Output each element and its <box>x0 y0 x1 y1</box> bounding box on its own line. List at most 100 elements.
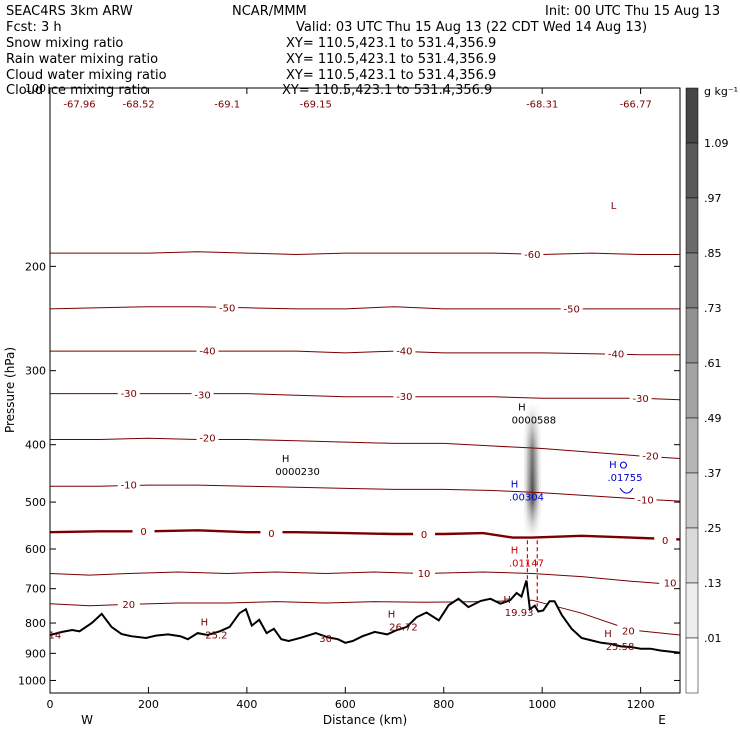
contour-label: 0 <box>421 530 427 541</box>
colorbar-swatch <box>685 197 699 254</box>
colorbar-label: .49 <box>704 412 722 425</box>
x-tick-label: 400 <box>236 698 257 711</box>
rain-water-max-value: .01147 <box>509 559 544 570</box>
temperature-contour-m60 <box>50 251 680 256</box>
contour-label-bg <box>560 301 583 314</box>
center-label: NCAR/MMM <box>232 4 307 19</box>
contour-label: 0 <box>662 536 668 547</box>
colorbar-swatch <box>685 472 699 529</box>
contour-label: -50 <box>219 303 235 314</box>
contour-annotation: 30 <box>319 634 332 645</box>
snow-max-value: 0000230 <box>275 467 320 478</box>
y-tick-label: 800 <box>25 617 46 630</box>
contour-label-bg <box>605 346 628 359</box>
contour-label-bg <box>654 533 677 546</box>
y-tick-label: 500 <box>25 496 46 509</box>
terrain-fill <box>50 580 680 693</box>
legend-field-cloud-ice: Cloud ice mixing ratio <box>6 83 148 98</box>
colorbar-unit: g kg⁻¹ <box>704 85 738 98</box>
legend-xy-rain: XY= 110.5,423.1 to 531.4,356.9 <box>286 52 496 67</box>
contour-label: -30 <box>194 391 210 402</box>
contour-label: -20 <box>642 452 658 463</box>
contour-label: -30 <box>121 389 137 400</box>
model-title: SEAC4RS 3km ARW <box>6 4 133 19</box>
contour-label: -20 <box>199 434 215 445</box>
rain-water-max-h: H <box>511 546 519 557</box>
cloud-water-max-value: .01755 <box>607 473 642 484</box>
temperature-max-h: H <box>604 629 612 640</box>
colorbar: g kg⁻¹ 1.09 .97 .85 .73 .61 .49 .37 .25 .13 .01 <box>685 85 738 694</box>
top-value-label: -67.96 <box>63 99 95 110</box>
contour-label: -40 <box>396 347 412 358</box>
temperature-max-h: H <box>503 595 511 606</box>
colorbar-label: .73 <box>704 302 722 315</box>
contour-label-bg <box>196 431 219 444</box>
temperature-contour-m10 <box>50 484 680 502</box>
colorbar-label: .01 <box>704 632 722 645</box>
legend-xy-cloud-ice: XY= 110.5,423.1 to 531.4,356.9 <box>282 83 492 98</box>
top-value-bg <box>121 97 156 110</box>
contour-label: -50 <box>564 304 580 315</box>
temperature-max-value: 25.58 <box>606 642 635 653</box>
top-value-bg <box>618 97 653 110</box>
contour-annotation: 14 <box>49 631 62 642</box>
colorbar-label: .97 <box>704 192 722 205</box>
temperature-contour-m30 <box>50 393 680 401</box>
valid-time: Valid: 03 UTC Thu 15 Aug 13 (22 CDT Wed … <box>296 20 647 35</box>
contour-label-bg <box>634 493 657 506</box>
contour-label: -40 <box>608 349 624 360</box>
top-value-label: -68.31 <box>526 99 558 110</box>
contour-label-bg <box>216 300 239 313</box>
contour-label: -30 <box>632 394 648 405</box>
y-tick-label: 600 <box>25 543 46 556</box>
temperature-max-h: H <box>388 610 396 621</box>
temperature-max-value: 19.93 <box>505 608 534 619</box>
contour-label: -10 <box>637 496 653 507</box>
top-value-bg <box>210 97 245 110</box>
terrain-line <box>50 580 680 654</box>
legend-xy-snow: XY= 110.5,423.1 to 531.4,356.9 <box>286 36 496 51</box>
contour-label-bg <box>639 449 662 462</box>
legend-xy-cloud-water: XY= 110.5,423.1 to 531.4,356.9 <box>286 68 496 83</box>
legend-field-cloud-water: Cloud water mixing ratio <box>6 68 167 83</box>
y-tick-label: 700 <box>25 583 46 596</box>
contour-label: 10 <box>664 579 677 590</box>
contour-label: 10 <box>418 569 431 580</box>
temperature-contour-m20 <box>50 437 680 459</box>
contour-label: 20 <box>622 626 635 637</box>
legend-field-snow: Snow mixing ratio <box>6 36 123 51</box>
contour-annotation: L <box>611 201 617 212</box>
plot-frame <box>49 87 681 694</box>
contour-label-bg <box>393 389 416 402</box>
colorbar-swatch <box>685 527 699 584</box>
y-axis-label: Pressure (hPa) <box>3 347 17 433</box>
x-tick-label: 1200 <box>627 698 655 711</box>
colorbar-swatch <box>685 87 699 144</box>
temperature-max-value: 25.2 <box>205 631 227 642</box>
contour-label-bg <box>393 344 416 357</box>
plot-area: 20 20 10 10 0 0 0 0 -10 -10 -20 -20 -30 -30 -30 -30 -40 -… <box>49 97 680 693</box>
temperature-max-value: 26.72 <box>389 623 418 634</box>
field-legend: Snow mixing ratio XY= 110.5,423.1 to 531… <box>6 36 496 98</box>
x-tick-label: 800 <box>433 698 454 711</box>
colorbar-swatch <box>685 637 699 694</box>
contour-label: 0 <box>140 527 146 538</box>
y-tick-label: 100 <box>25 82 46 95</box>
temperature-contour-0 <box>50 529 680 541</box>
top-value-label: -69.1 <box>214 99 240 110</box>
colorbar-swatch <box>685 582 699 639</box>
y-tick-label: 400 <box>25 439 46 452</box>
legend-field-rain: Rain water mixing ratio <box>6 52 158 67</box>
cloud-water-max-value: .00304 <box>509 492 544 503</box>
temperature-max-h: H <box>201 618 209 629</box>
colorbar-swatch <box>685 362 699 419</box>
snow-shading-edge <box>524 402 541 539</box>
colorbar-swatch <box>685 252 699 309</box>
x-axis-west-label: W <box>81 713 93 727</box>
contour-label-bg <box>117 597 140 610</box>
contour-label-bg <box>629 391 652 404</box>
top-value-bg <box>62 97 97 110</box>
